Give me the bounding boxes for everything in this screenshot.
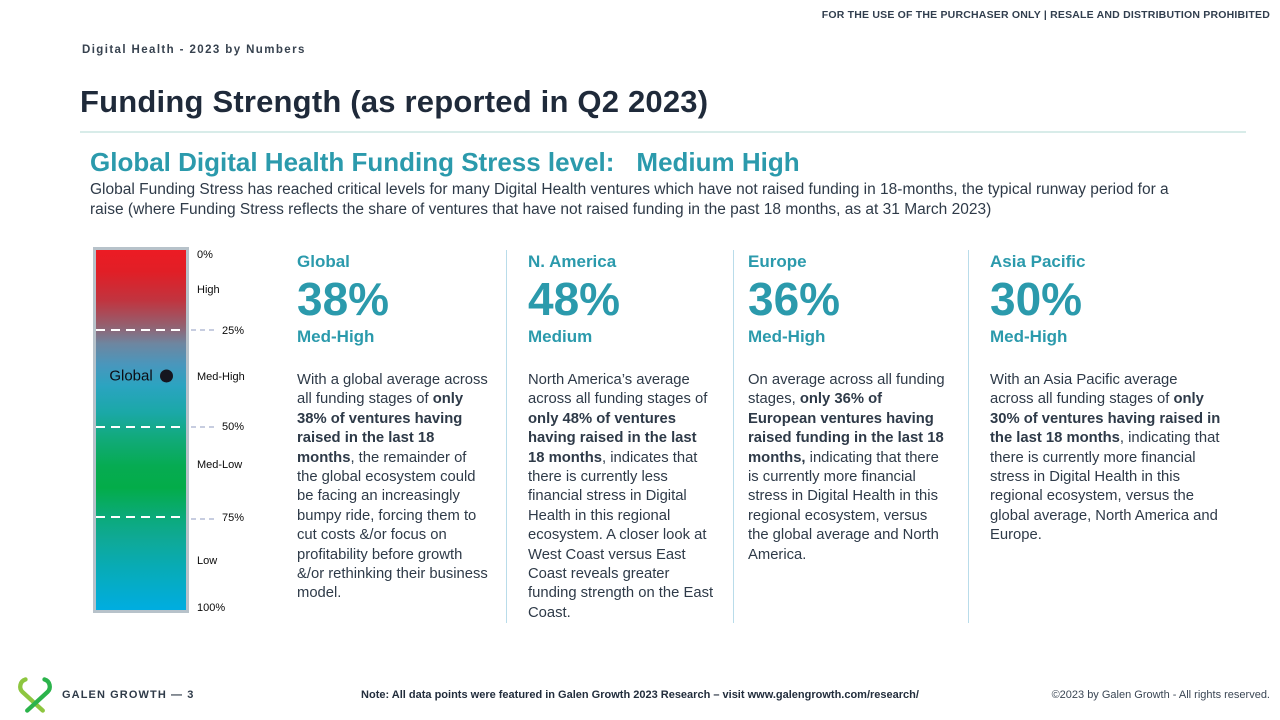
region-column-europe: Europe 36% Med-High On average across al… xyxy=(733,250,968,624)
title-divider xyxy=(80,131,1246,133)
region-columns: Global 38% Med-High With a global averag… xyxy=(292,250,1242,624)
global-marker: Global xyxy=(96,368,186,385)
region-level: Med-High xyxy=(297,327,375,346)
region-paragraph: With a global average across all funding… xyxy=(297,372,488,602)
region-value: 30% xyxy=(990,273,1083,325)
gauge-label-25pct: 25% xyxy=(222,324,245,337)
purchaser-disclaimer: FOR THE USE OF THE PURCHASER ONLY | RESA… xyxy=(821,9,1270,21)
footer-brand-page-number: GALEN GROWTH — 3 xyxy=(62,689,195,701)
region-paragraph: North America’s average across all fundi… xyxy=(528,372,714,621)
gauge-tick-line-50 xyxy=(191,426,217,429)
stress-heading: Global Digital Health Funding Stress lev… xyxy=(90,147,800,178)
region-column-n-america: N. America 48% Medium North America’s av… xyxy=(506,250,733,624)
gauge-label-low: Low xyxy=(197,555,218,568)
region-level: Med-High xyxy=(990,327,1068,346)
footer-note: Note: All data points were featured in G… xyxy=(361,689,919,701)
report-eyebrow: Digital Health - 2023 by Numbers xyxy=(82,44,306,56)
gauge-dash-75pct xyxy=(96,515,186,518)
gauge-label-medlow: Med-Low xyxy=(197,459,243,472)
galen-growth-logo-icon xyxy=(18,677,52,713)
gauge-label-high: High xyxy=(197,283,220,296)
gauge-label-0pct: 0% xyxy=(197,249,213,262)
global-marker-label: Global xyxy=(109,367,153,385)
region-name: N. America xyxy=(528,252,617,271)
gauge-label-50pct: 50% xyxy=(222,421,245,434)
region-level: Medium xyxy=(528,327,593,346)
region-name: Global xyxy=(297,252,350,271)
region-value: 36% xyxy=(748,273,841,325)
gauge-label-medhigh: Med-High xyxy=(197,370,245,383)
footer-copyright: ©2023 by Galen Growth - All rights reser… xyxy=(1051,689,1270,701)
region-value: 38% xyxy=(297,273,390,325)
gauge-dash-25pct xyxy=(96,329,186,332)
region-paragraph: On average across all funding stages, on… xyxy=(748,372,945,563)
funding-stress-gauge: Global 0% High 25% Med-High 50% Med-Low … xyxy=(93,247,245,614)
region-level: Med-High xyxy=(748,327,826,346)
region-column-asia-pacific: Asia Pacific 30% Med-High With an Asia P… xyxy=(968,250,1242,624)
region-paragraph: With an Asia Pacific average across all … xyxy=(990,372,1221,544)
gauge-gradient-bar: Global xyxy=(93,247,189,613)
section-description: Global Funding Stress has reached critic… xyxy=(90,181,1169,218)
gauge-tick-line-75 xyxy=(191,517,217,520)
region-name: Asia Pacific xyxy=(990,252,1086,271)
gauge-tick-line-25 xyxy=(191,328,217,331)
region-column-global: Global 38% Med-High With a global averag… xyxy=(292,250,506,623)
gauge-label-75pct: 75% xyxy=(222,511,245,524)
gauge-dash-50pct xyxy=(96,425,186,428)
page-title: Funding Strength (as reported in Q2 2023… xyxy=(80,84,709,119)
stress-heading-label: Global Digital Health Funding Stress lev… xyxy=(90,147,615,177)
stress-heading-value: Medium High xyxy=(636,147,800,177)
region-name: Europe xyxy=(748,252,807,271)
gauge-label-100pct: 100% xyxy=(197,601,226,614)
region-value: 48% xyxy=(528,273,621,325)
global-marker-dot-icon xyxy=(159,369,173,383)
